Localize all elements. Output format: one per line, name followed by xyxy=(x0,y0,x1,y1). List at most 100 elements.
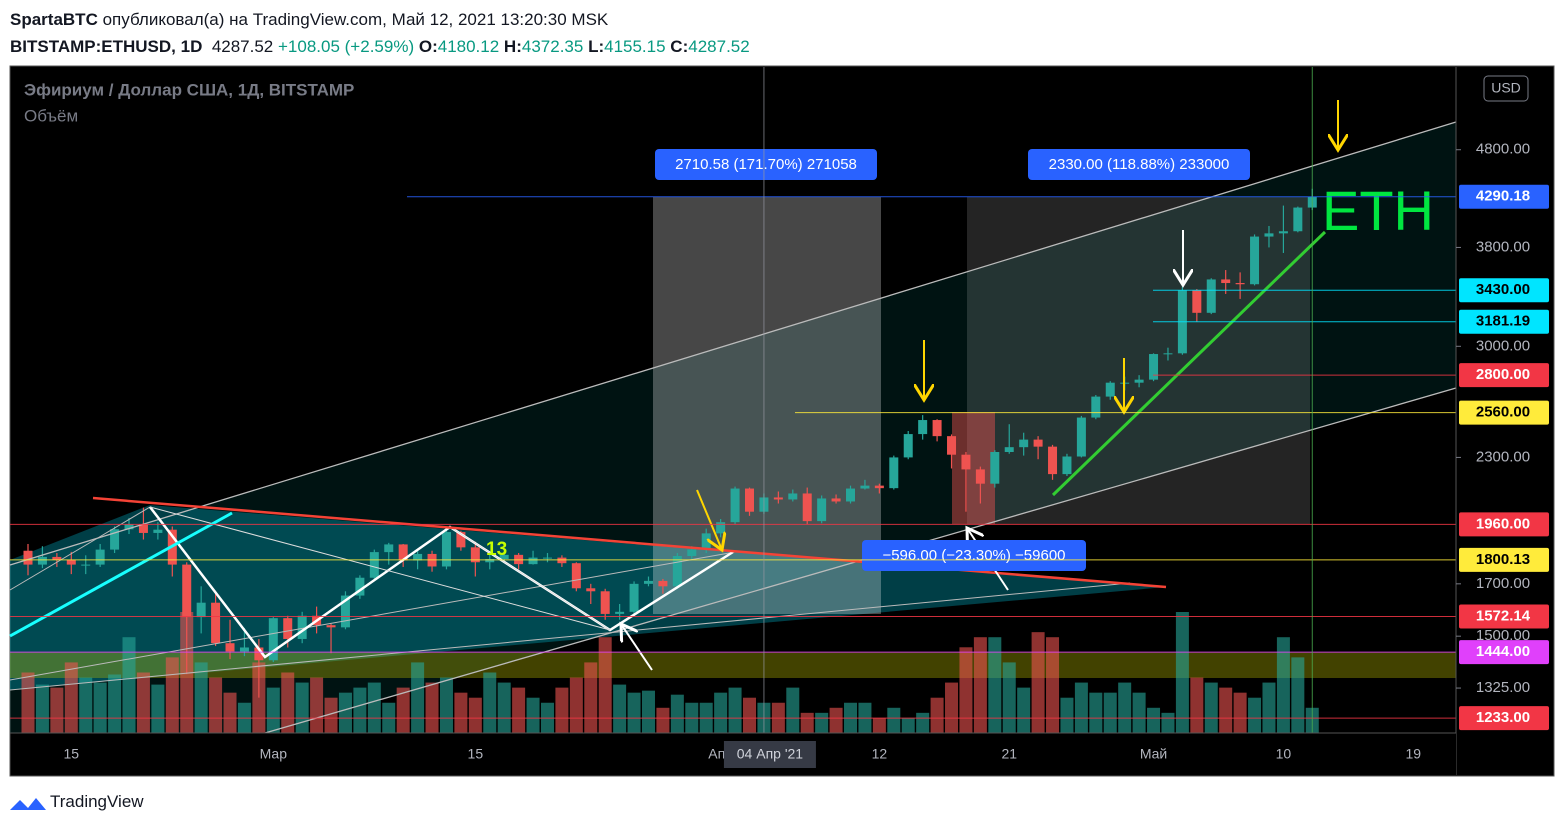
candle-body xyxy=(1163,353,1173,355)
price-level-badge xyxy=(1459,706,1549,731)
y-tick-label: 2300.00 xyxy=(1476,448,1530,465)
volume-bar xyxy=(1190,677,1204,733)
volume-bar xyxy=(411,662,425,733)
price-level-badge xyxy=(1459,640,1549,665)
volume-bar xyxy=(887,707,901,733)
price-level-label: 1233.00 xyxy=(1476,709,1530,726)
candle-body xyxy=(528,557,538,565)
l-value: 4155.15 xyxy=(604,37,666,56)
x-tick-label: Мар xyxy=(260,746,288,762)
volume-bar xyxy=(1291,657,1305,733)
volume-bar xyxy=(598,637,612,733)
volume-bar xyxy=(194,662,208,733)
volume-bar xyxy=(425,682,439,733)
volume-bar xyxy=(64,662,78,733)
candle-body xyxy=(441,532,451,567)
volume-bar xyxy=(815,712,829,733)
volume-bar xyxy=(743,697,756,733)
candle-body xyxy=(225,643,235,652)
volume-bar xyxy=(1204,682,1218,733)
currency-badge xyxy=(1483,75,1529,102)
candle-body xyxy=(268,618,278,661)
volume-bar xyxy=(916,712,930,733)
candle-body xyxy=(701,533,711,550)
volume-bar xyxy=(396,687,410,733)
volume-bar xyxy=(1248,697,1262,733)
wedge-line xyxy=(9,506,151,591)
volume-bar xyxy=(1031,632,1045,733)
candle-body xyxy=(889,457,899,489)
header: SpartaBTC опубликовал(а) на TradingView.… xyxy=(10,6,750,60)
volume-bar xyxy=(1074,682,1088,733)
candle-body xyxy=(297,615,307,639)
wedge-fill xyxy=(10,505,1166,690)
measure-label-bg xyxy=(862,540,1086,571)
volume-bar xyxy=(165,657,179,733)
resistance-line xyxy=(92,496,1167,589)
volume-bar xyxy=(122,637,136,733)
candle-body xyxy=(398,544,408,561)
y-tick-label: 3800.00 xyxy=(1476,238,1530,255)
candle-body xyxy=(961,454,971,470)
candle-body xyxy=(340,595,350,628)
candle-body xyxy=(37,556,47,565)
price-level-badge xyxy=(1459,309,1549,334)
candle-body xyxy=(1019,439,1029,448)
volume-bar xyxy=(367,682,381,733)
h-value: 4372.35 xyxy=(521,37,584,56)
volume-bar xyxy=(800,712,814,733)
volume-title: Объём xyxy=(24,106,78,125)
volume-bar xyxy=(439,677,453,733)
volume-bar xyxy=(209,677,223,733)
candle-body xyxy=(470,547,480,563)
volume-bar xyxy=(252,662,266,733)
volume-bar xyxy=(281,672,295,733)
volume-bar xyxy=(1219,687,1233,733)
candle-body xyxy=(81,564,91,566)
measure-box xyxy=(952,412,995,524)
candle-body xyxy=(1091,396,1101,418)
y-tick-label: 1500.00 xyxy=(1476,627,1530,644)
candle-body xyxy=(1048,446,1058,475)
volume-bar xyxy=(641,690,655,733)
candle-body xyxy=(817,498,827,522)
candle-body xyxy=(918,420,928,435)
price-level-label: 4290.18 xyxy=(1476,188,1530,205)
volume-bar xyxy=(1132,692,1146,733)
drawings: Эфириум / Доллар США, 1Д, BITSTAMP Объём… xyxy=(9,67,1457,734)
measure-label-bg xyxy=(655,149,877,180)
volume-bar xyxy=(266,687,280,733)
candle-body xyxy=(499,554,509,560)
volume-bar xyxy=(728,687,742,733)
volume-bar xyxy=(454,692,468,733)
channel-fill xyxy=(10,122,1456,733)
price-level-label: 1960.00 xyxy=(1476,515,1530,532)
candle-body xyxy=(1134,379,1144,383)
candle-body xyxy=(52,556,62,560)
candle-body xyxy=(571,563,581,589)
volume-bar xyxy=(1161,712,1175,733)
y-tick-label: 4800.00 xyxy=(1476,141,1530,158)
candle-body xyxy=(413,553,423,561)
quote-line: BITSTAMP:ETHUSD, 1D 4287.52 +108.05 (+2.… xyxy=(10,33,750,60)
last-price: 4287.52 xyxy=(211,37,274,56)
candle-body xyxy=(1250,236,1260,285)
candle-body xyxy=(124,524,134,530)
candle-body xyxy=(846,488,856,502)
background-drawings xyxy=(10,122,1456,733)
candle-body xyxy=(66,559,76,565)
volume-bar xyxy=(526,697,540,733)
volume-bar xyxy=(973,637,987,733)
price-level-badge xyxy=(1459,363,1549,388)
candle-body xyxy=(153,529,163,533)
measure-box xyxy=(653,197,881,614)
candle-body xyxy=(1033,439,1043,447)
candle-body xyxy=(1278,231,1288,234)
y-tick-label: 3000.00 xyxy=(1476,337,1530,354)
volume-bar xyxy=(901,717,915,733)
author: SpartaBTC xyxy=(10,10,98,29)
candle-body xyxy=(384,544,394,553)
brand: TradingView xyxy=(50,792,144,811)
volume-bar xyxy=(151,684,165,733)
